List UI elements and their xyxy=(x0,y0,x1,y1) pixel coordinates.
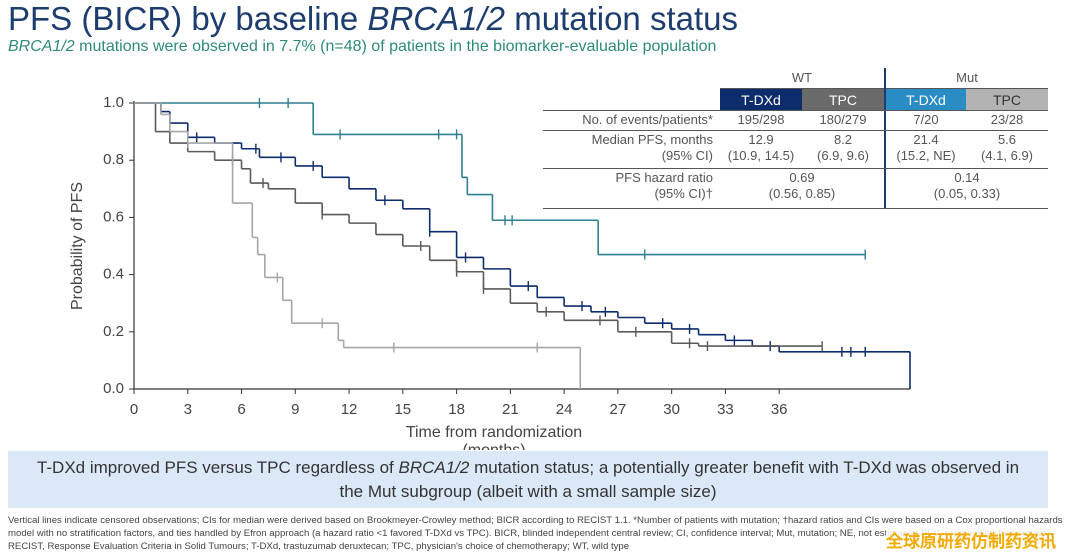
table-cell: 21.4 xyxy=(913,132,939,147)
table-cell: 12.9 xyxy=(748,132,774,147)
title-text: mutation status xyxy=(505,0,738,37)
group-header: WT xyxy=(791,70,813,85)
column-header: T-DXd xyxy=(720,89,802,110)
x-axis-label: Time from randomization xyxy=(406,424,582,441)
x-tick-label: 27 xyxy=(610,401,627,418)
table-cell: (10.9, 14.5) xyxy=(727,148,795,163)
x-tick-label: 24 xyxy=(556,401,573,418)
x-tick-label: 15 xyxy=(394,401,411,418)
group-line xyxy=(720,88,884,89)
row-line xyxy=(543,130,1048,131)
x-tick-label: 9 xyxy=(291,401,299,418)
watermark: 全球原研药仿制药资讯 xyxy=(886,527,1056,552)
group-header: Mut xyxy=(956,70,978,85)
table-cell: (0.05, 0.33) xyxy=(933,186,1001,201)
table-cell: (15.2, NE) xyxy=(896,148,956,163)
row-line xyxy=(543,110,1048,111)
y-tick-label: 0.8 xyxy=(103,151,124,168)
y-tick-label: 0.4 xyxy=(103,266,124,283)
x-tick-label: 12 xyxy=(341,401,358,418)
divider xyxy=(884,68,886,209)
subtitle-text: mutations were observed in 7.7% (n=48) o… xyxy=(74,38,717,55)
row-line xyxy=(543,168,1048,169)
column-header: T-DXd xyxy=(886,89,966,110)
conclusion-text: mutation status; a potentially greater b… xyxy=(339,458,1020,501)
table-cell: 23/28 xyxy=(990,112,1024,127)
x-tick-label: 0 xyxy=(130,401,138,418)
x-tick-label: 18 xyxy=(448,401,465,418)
column-header: TPC xyxy=(802,89,884,110)
subtitle: BRCA1/2 mutations were observed in 7.7% … xyxy=(8,38,716,56)
conclusion-text: T-DXd improved PFS versus TPC regardless… xyxy=(36,458,399,477)
x-tick-label: 21 xyxy=(502,401,519,418)
table-cell: 5.6 xyxy=(997,132,1017,147)
table-cell: 7/20 xyxy=(913,112,939,127)
row-line xyxy=(543,208,1048,209)
table-cell: (4.1, 6.9) xyxy=(980,148,1034,163)
title-text: PFS (BICR) by baseline xyxy=(8,0,368,37)
x-tick-label: 36 xyxy=(771,401,788,418)
group-line xyxy=(886,88,1048,89)
table-cell: 0.69 xyxy=(789,170,815,185)
table-cell: 0.14 xyxy=(954,170,980,185)
y-tick-label: 1.0 xyxy=(103,94,124,111)
x-axis-label: (months) xyxy=(462,442,525,450)
y-axis-label: Probability of PFS xyxy=(69,182,86,310)
x-tick-label: 33 xyxy=(717,401,734,418)
chart: 0.00.20.40.60.81.00 3 6 9 12 15 18 21 24 27 30 33 36… xyxy=(69,94,911,450)
row-label: No. of events/patients* xyxy=(582,112,713,127)
y-tick-label: 0.2 xyxy=(103,323,124,340)
table-cell: 180/279 xyxy=(819,112,867,127)
column-header: TPC xyxy=(966,89,1048,110)
conclusion: T-DXd improved PFS versus TPC regardless… xyxy=(8,451,1048,508)
subtitle-italic: BRCA1/2 xyxy=(8,38,75,55)
row-label: (95% CI)† xyxy=(654,186,713,201)
title-italic: BRCA1/2 xyxy=(367,0,506,37)
row-label: Median PFS, months xyxy=(591,132,713,147)
table-cell: (0.56, 0.85) xyxy=(768,186,836,201)
row-label: (95% CI) xyxy=(661,148,713,163)
table-cell: (6.9, 9.6) xyxy=(816,148,870,163)
x-tick-label: 30 xyxy=(663,401,680,418)
y-tick-label: 0.6 xyxy=(103,208,124,225)
x-tick-label: 3 xyxy=(184,401,192,418)
x-tick-label: 6 xyxy=(237,401,245,418)
footnote: Vertical lines indicate censored observa… xyxy=(8,515,1063,552)
conclusion-italic: BRCA1/2 xyxy=(398,458,470,477)
row-label: PFS hazard ratio xyxy=(615,170,713,185)
y-tick-label: 0.0 xyxy=(103,380,124,397)
table-cell: 195/298 xyxy=(737,112,785,127)
title: PFS (BICR) by baseline BRCA1/2 mutation … xyxy=(8,0,738,38)
table-cell: 8.2 xyxy=(833,132,853,147)
